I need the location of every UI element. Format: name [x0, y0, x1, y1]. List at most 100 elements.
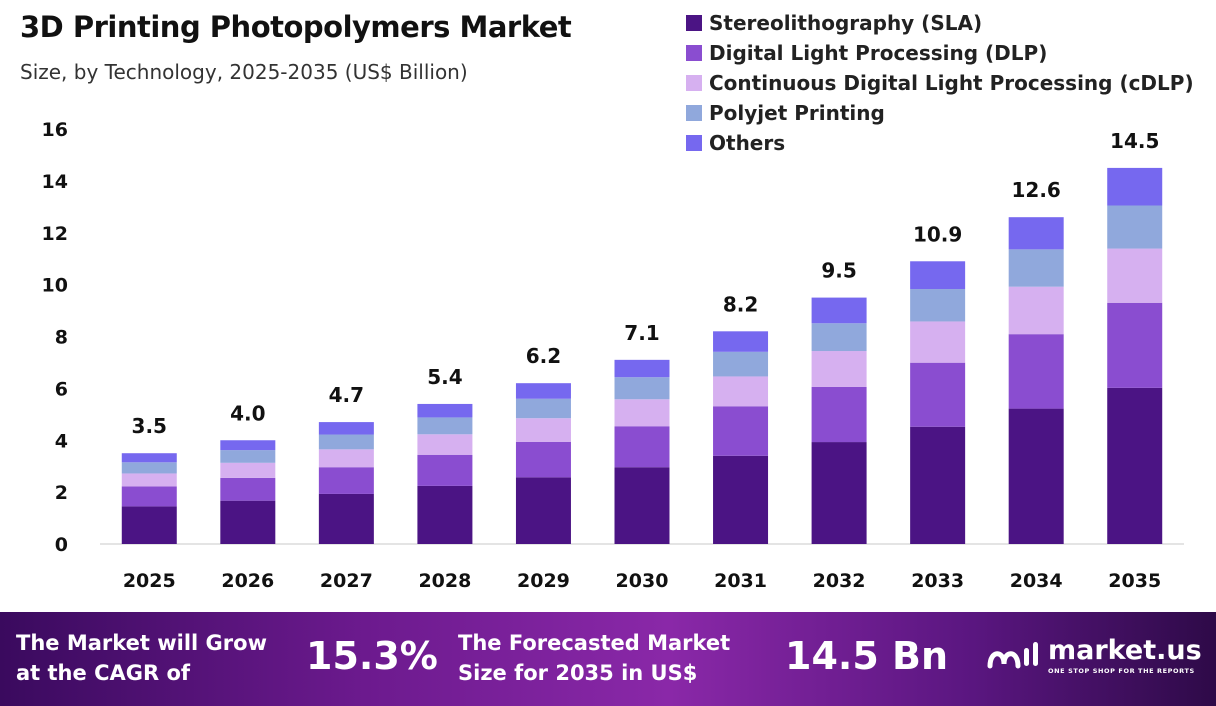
- legend-label-dlp: Digital Light Processing (DLP): [709, 41, 1048, 65]
- bar-segment-2027-s2: [318, 449, 374, 468]
- footer-banner: The Market will Grow at the CAGR of 15.3…: [0, 612, 1216, 706]
- legend-swatch-cdlp: [686, 75, 702, 91]
- y-tick-label: 6: [55, 378, 68, 400]
- bar-segment-2027-s3: [318, 434, 374, 450]
- bar-segment-2030-s0: [614, 467, 670, 544]
- bar-segment-2026-s3: [220, 450, 276, 463]
- bar-segment-2026-s0: [220, 500, 276, 544]
- bar-segment-2025-s4: [121, 453, 177, 463]
- bar-segment-2026-s2: [220, 462, 276, 478]
- bar-segment-2029-s0: [515, 477, 571, 544]
- bar-segment-2034-s0: [1008, 408, 1064, 544]
- bar-segment-2028-s4: [417, 403, 473, 418]
- bar-segment-2028-s0: [417, 485, 473, 544]
- y-tick-label: 12: [42, 223, 68, 245]
- legend-label-polyjet: Polyjet Printing: [709, 101, 885, 125]
- bar-segment-2032-s1: [811, 386, 867, 443]
- total-label-2027: 4.7: [329, 383, 364, 407]
- bar-segment-2031-s3: [713, 351, 769, 377]
- y-tick-label: 0: [55, 534, 68, 556]
- bar-segment-2027-s0: [318, 493, 374, 544]
- total-label-2033: 10.9: [913, 222, 962, 246]
- brand-tagline: ONE STOP SHOP FOR THE REPORTS: [1048, 667, 1195, 675]
- legend-label-cdlp: Continuous Digital Light Processing (cDL…: [709, 71, 1194, 95]
- bar-segment-2035-s3: [1107, 205, 1163, 249]
- bar-segment-2026-s1: [220, 477, 276, 501]
- legend-swatch-polyjet: [686, 105, 702, 121]
- y-tick-label: 10: [42, 275, 68, 297]
- brand-text: market.us ONE STOP SHOP FOR THE REPORTS: [1048, 637, 1202, 676]
- bar-segment-2029-s4: [515, 383, 571, 399]
- bar-segment-2031-s4: [713, 331, 769, 352]
- forecast-caption-line2: Size for 2035 in US$: [458, 661, 698, 685]
- bar-segment-2032-s3: [811, 323, 867, 352]
- bar-segment-2033-s3: [910, 289, 966, 322]
- bar-segment-2034-s4: [1008, 217, 1064, 250]
- bar-segment-2027-s1: [318, 467, 374, 494]
- total-label-2025: 3.5: [132, 414, 167, 438]
- bar-segment-2035-s4: [1107, 167, 1163, 206]
- cagr-value: 15.3%: [306, 634, 438, 678]
- bar-segment-2028-s2: [417, 434, 473, 455]
- bar-segment-2027-s4: [318, 422, 374, 435]
- y-tick-label: 8: [55, 327, 68, 349]
- x-tick-label-2029: 2029: [517, 570, 570, 592]
- x-tick-label-2032: 2032: [813, 570, 866, 592]
- legend: Stereolithography (SLA) Digital Light Pr…: [686, 8, 1194, 158]
- forecast-value: 14.5 Bn: [785, 634, 949, 678]
- bar-segment-2028-s3: [417, 417, 473, 435]
- total-label-2029: 6.2: [526, 344, 561, 368]
- total-label-2034: 12.6: [1012, 178, 1061, 202]
- bar-segment-2030-s1: [614, 426, 670, 468]
- brand-logo[interactable]: market.us ONE STOP SHOP FOR THE REPORTS: [986, 636, 1202, 676]
- y-tick-label: 2: [55, 482, 68, 504]
- legend-swatch-sla: [686, 15, 702, 31]
- bar-segment-2028-s1: [417, 454, 473, 486]
- cagr-caption-line2: at the CAGR of: [16, 661, 191, 685]
- y-tick-label: 14: [42, 171, 68, 193]
- bar-segment-2032-s2: [811, 351, 867, 387]
- y-tick-label: 4: [55, 430, 68, 452]
- total-label-2032: 9.5: [821, 259, 856, 283]
- bar-segment-2031-s0: [713, 455, 769, 544]
- bar-segment-2033-s1: [910, 362, 966, 427]
- bar-segment-2032-s4: [811, 297, 867, 324]
- y-tick-label: 16: [42, 119, 68, 141]
- bar-segment-2030-s3: [614, 377, 670, 400]
- bar-segment-2030-s4: [614, 359, 670, 378]
- legend-item-others: Others: [686, 128, 1194, 158]
- bar-segment-2026-s4: [220, 440, 276, 451]
- chart-subtitle: Size, by Technology, 2025-2035 (US$ Bill…: [20, 60, 468, 84]
- legend-swatch-others: [686, 135, 702, 151]
- total-label-2026: 4.0: [230, 401, 265, 425]
- legend-label-others: Others: [709, 131, 786, 155]
- bar-segment-2032-s0: [811, 442, 867, 544]
- cagr-caption: The Market will Grow at the CAGR of: [16, 628, 267, 688]
- legend-item-polyjet: Polyjet Printing: [686, 98, 1194, 128]
- bar-segment-2030-s2: [614, 399, 670, 427]
- bar-segment-2034-s3: [1008, 249, 1064, 287]
- bar-segment-2025-s0: [121, 506, 177, 544]
- chart-title: 3D Printing Photopolymers Market: [20, 10, 572, 44]
- bar-segment-2035-s1: [1107, 302, 1163, 388]
- x-tick-label-2031: 2031: [714, 570, 767, 592]
- forecast-caption: The Forecasted Market Size for 2035 in U…: [458, 628, 730, 688]
- legend-swatch-dlp: [686, 45, 702, 61]
- x-tick-label-2034: 2034: [1010, 570, 1063, 592]
- bar-segment-2034-s2: [1008, 286, 1064, 335]
- bar-segment-2034-s1: [1008, 334, 1064, 409]
- bar-segment-2029-s3: [515, 398, 571, 419]
- bar-segment-2025-s2: [121, 473, 177, 487]
- total-label-2031: 8.2: [723, 292, 758, 316]
- bar-segment-2035-s0: [1107, 387, 1163, 544]
- bar-segment-2035-s2: [1107, 248, 1163, 303]
- x-tick-label-2027: 2027: [320, 570, 373, 592]
- legend-item-dlp: Digital Light Processing (DLP): [686, 38, 1194, 68]
- bar-segment-2029-s2: [515, 418, 571, 442]
- total-label-2028: 5.4: [427, 365, 462, 389]
- x-tick-label-2025: 2025: [123, 570, 176, 592]
- stacked-bar-chart: 0 2 4 6 8 10 12 14 16 3.5 2025 4.0 2026 4.7 2027 5.4 202…: [42, 119, 1184, 592]
- bar-segment-2033-s4: [910, 261, 966, 290]
- legend-label-sla: Stereolithography (SLA): [709, 11, 983, 35]
- x-tick-label-2030: 2030: [616, 570, 669, 592]
